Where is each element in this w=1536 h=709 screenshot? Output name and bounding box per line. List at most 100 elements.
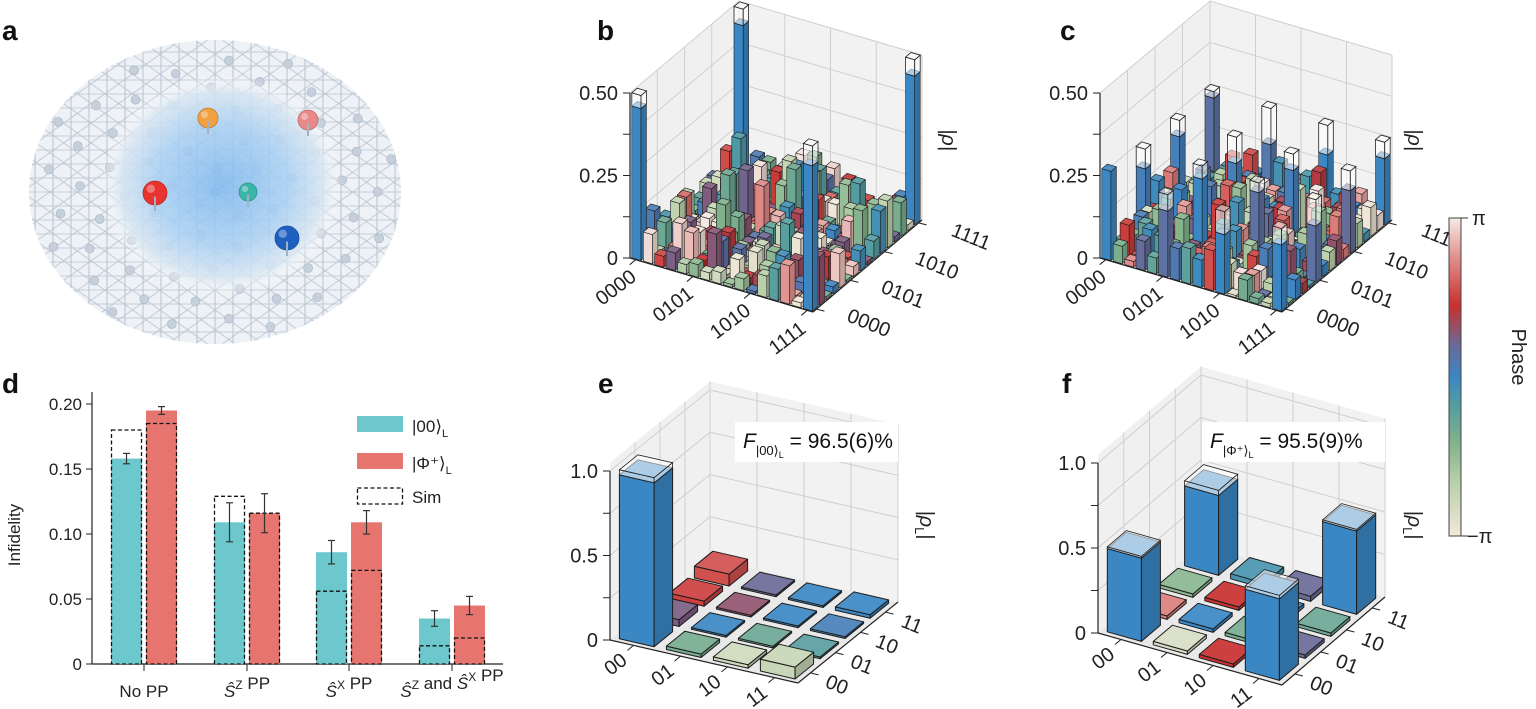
lattice-atom [374, 233, 384, 244]
fidelity-box [1202, 422, 1385, 462]
bar-top-face [672, 216, 688, 225]
ideal-outline-top [618, 454, 674, 479]
density-matrix-bar [693, 550, 749, 587]
bar-top-face [852, 203, 869, 212]
bar-side-face [1213, 93, 1220, 175]
density-matrix-bar [690, 612, 746, 638]
fidelity-value: = 95.5(9)% [1254, 430, 1363, 453]
bar-side-face [914, 71, 921, 226]
lattice-atom [139, 294, 150, 304]
right-axis-tick [1388, 222, 1397, 226]
density-matrix-bar [630, 87, 648, 261]
front-axis-tick [1156, 276, 1163, 282]
fidelity-state-sub: L [779, 450, 784, 460]
bar-top-face [850, 243, 867, 252]
front-axis-tick-label: 01 [647, 660, 678, 691]
x-tick-label-part: and [419, 674, 457, 693]
bar-top-face [731, 131, 747, 140]
bar-top-face [1229, 195, 1245, 204]
x-tick-label-part: Ŝ [457, 674, 469, 693]
z-tick-label: 0.50 [579, 83, 618, 105]
lattice-bond [222, 216, 401, 344]
front-axis-tick-label: 0101 [1119, 283, 1168, 327]
bar-top-face [759, 643, 815, 668]
bar-top-face [645, 203, 661, 212]
density-matrix-bar [809, 613, 865, 639]
bar-top-face [1176, 199, 1193, 207]
bar-top-face [738, 163, 754, 172]
ideal-outline-front [1261, 105, 1272, 146]
fidelity-state: |00⟩ [756, 443, 779, 458]
z-tick-label: 0.25 [579, 166, 618, 188]
ideal-outline-top [1244, 569, 1300, 596]
fidelity-state: |Φ⁺⟩ [1223, 443, 1249, 458]
bar-top-face [823, 279, 839, 288]
bar-front-face [1169, 245, 1180, 282]
z-axis-label: |ρL| [1400, 510, 1425, 539]
front-axis-tick-label: 1010 [706, 299, 755, 343]
front-axis-tick [674, 655, 681, 662]
z-tick-label: 1.0 [570, 461, 598, 483]
background-element-bar [754, 178, 770, 235]
density-matrix-bar [1340, 163, 1357, 254]
lattice-atom [312, 292, 323, 303]
y-tick-label: 0 [73, 655, 82, 674]
right-axis-tick-label: 1010 [1382, 248, 1432, 285]
x-tick-label: ŜX PP [326, 674, 373, 701]
ideal-outline-top [1192, 158, 1209, 167]
lattice-atom [53, 117, 64, 127]
lattice-atom [283, 58, 293, 69]
density-matrix-bar [1244, 569, 1300, 681]
legend-label-main: |00⟩ [412, 417, 442, 436]
bar-front-face [1184, 485, 1220, 576]
bar-top-face [1174, 212, 1190, 220]
front-axis-tick-label: 00 [600, 649, 631, 680]
bar-top-face [891, 195, 907, 204]
fidelity-annotation: F|00⟩L = 96.5(6)% [743, 430, 893, 460]
bar-side-face [1300, 185, 1307, 232]
bar-side-face [1281, 240, 1288, 312]
bar-top-face [1101, 163, 1117, 172]
bar-side-face [1278, 582, 1299, 681]
legend-swatch-sim [356, 487, 404, 505]
density-matrix-bar [1158, 567, 1213, 598]
density-matrix-bar [1296, 606, 1351, 637]
bar-top-face [1149, 173, 1165, 182]
bar-top-face [775, 249, 791, 258]
bar-top-face [676, 189, 693, 198]
bar-side-face [1201, 174, 1208, 249]
ideal-outline-top [1157, 187, 1175, 196]
background-element-bar [1135, 233, 1151, 271]
density-matrix-bar [1152, 624, 1207, 655]
lattice-atom [271, 293, 282, 304]
infidelity-bar [111, 458, 142, 664]
lattice-atom [265, 322, 276, 332]
x-tick-label-part: Ŝ [224, 682, 236, 701]
density-matrix-bar [762, 602, 818, 629]
ideal-outline-top [1260, 100, 1278, 110]
front-axis-tick [629, 259, 637, 266]
z-axis-label-text: |ρ| [937, 129, 959, 151]
front-axis [629, 257, 814, 313]
ideal-outline-top [1204, 83, 1221, 93]
background-element-bar [1285, 272, 1302, 300]
ideal-outline-front [733, 5, 744, 27]
right-axis-tick [884, 251, 893, 255]
simulation-bar-outline [453, 637, 486, 665]
qubit-highlight [146, 184, 155, 193]
lattice-bond [29, 333, 43, 344]
bar-front-face [1306, 223, 1317, 283]
bar-top-face [1274, 213, 1290, 222]
ideal-outline-top [1249, 175, 1266, 184]
bar-top-face [864, 233, 880, 242]
right-axis-tick [1346, 629, 1355, 633]
ideal-outline-side [1327, 120, 1334, 157]
density-matrix-bar [787, 582, 843, 608]
ideal-outline-top [1169, 112, 1187, 121]
front-axis-tick [1160, 652, 1168, 658]
x-tick-label-part: Z [235, 678, 242, 692]
bar-side-face [1140, 541, 1161, 642]
bar-top-face [748, 245, 764, 254]
